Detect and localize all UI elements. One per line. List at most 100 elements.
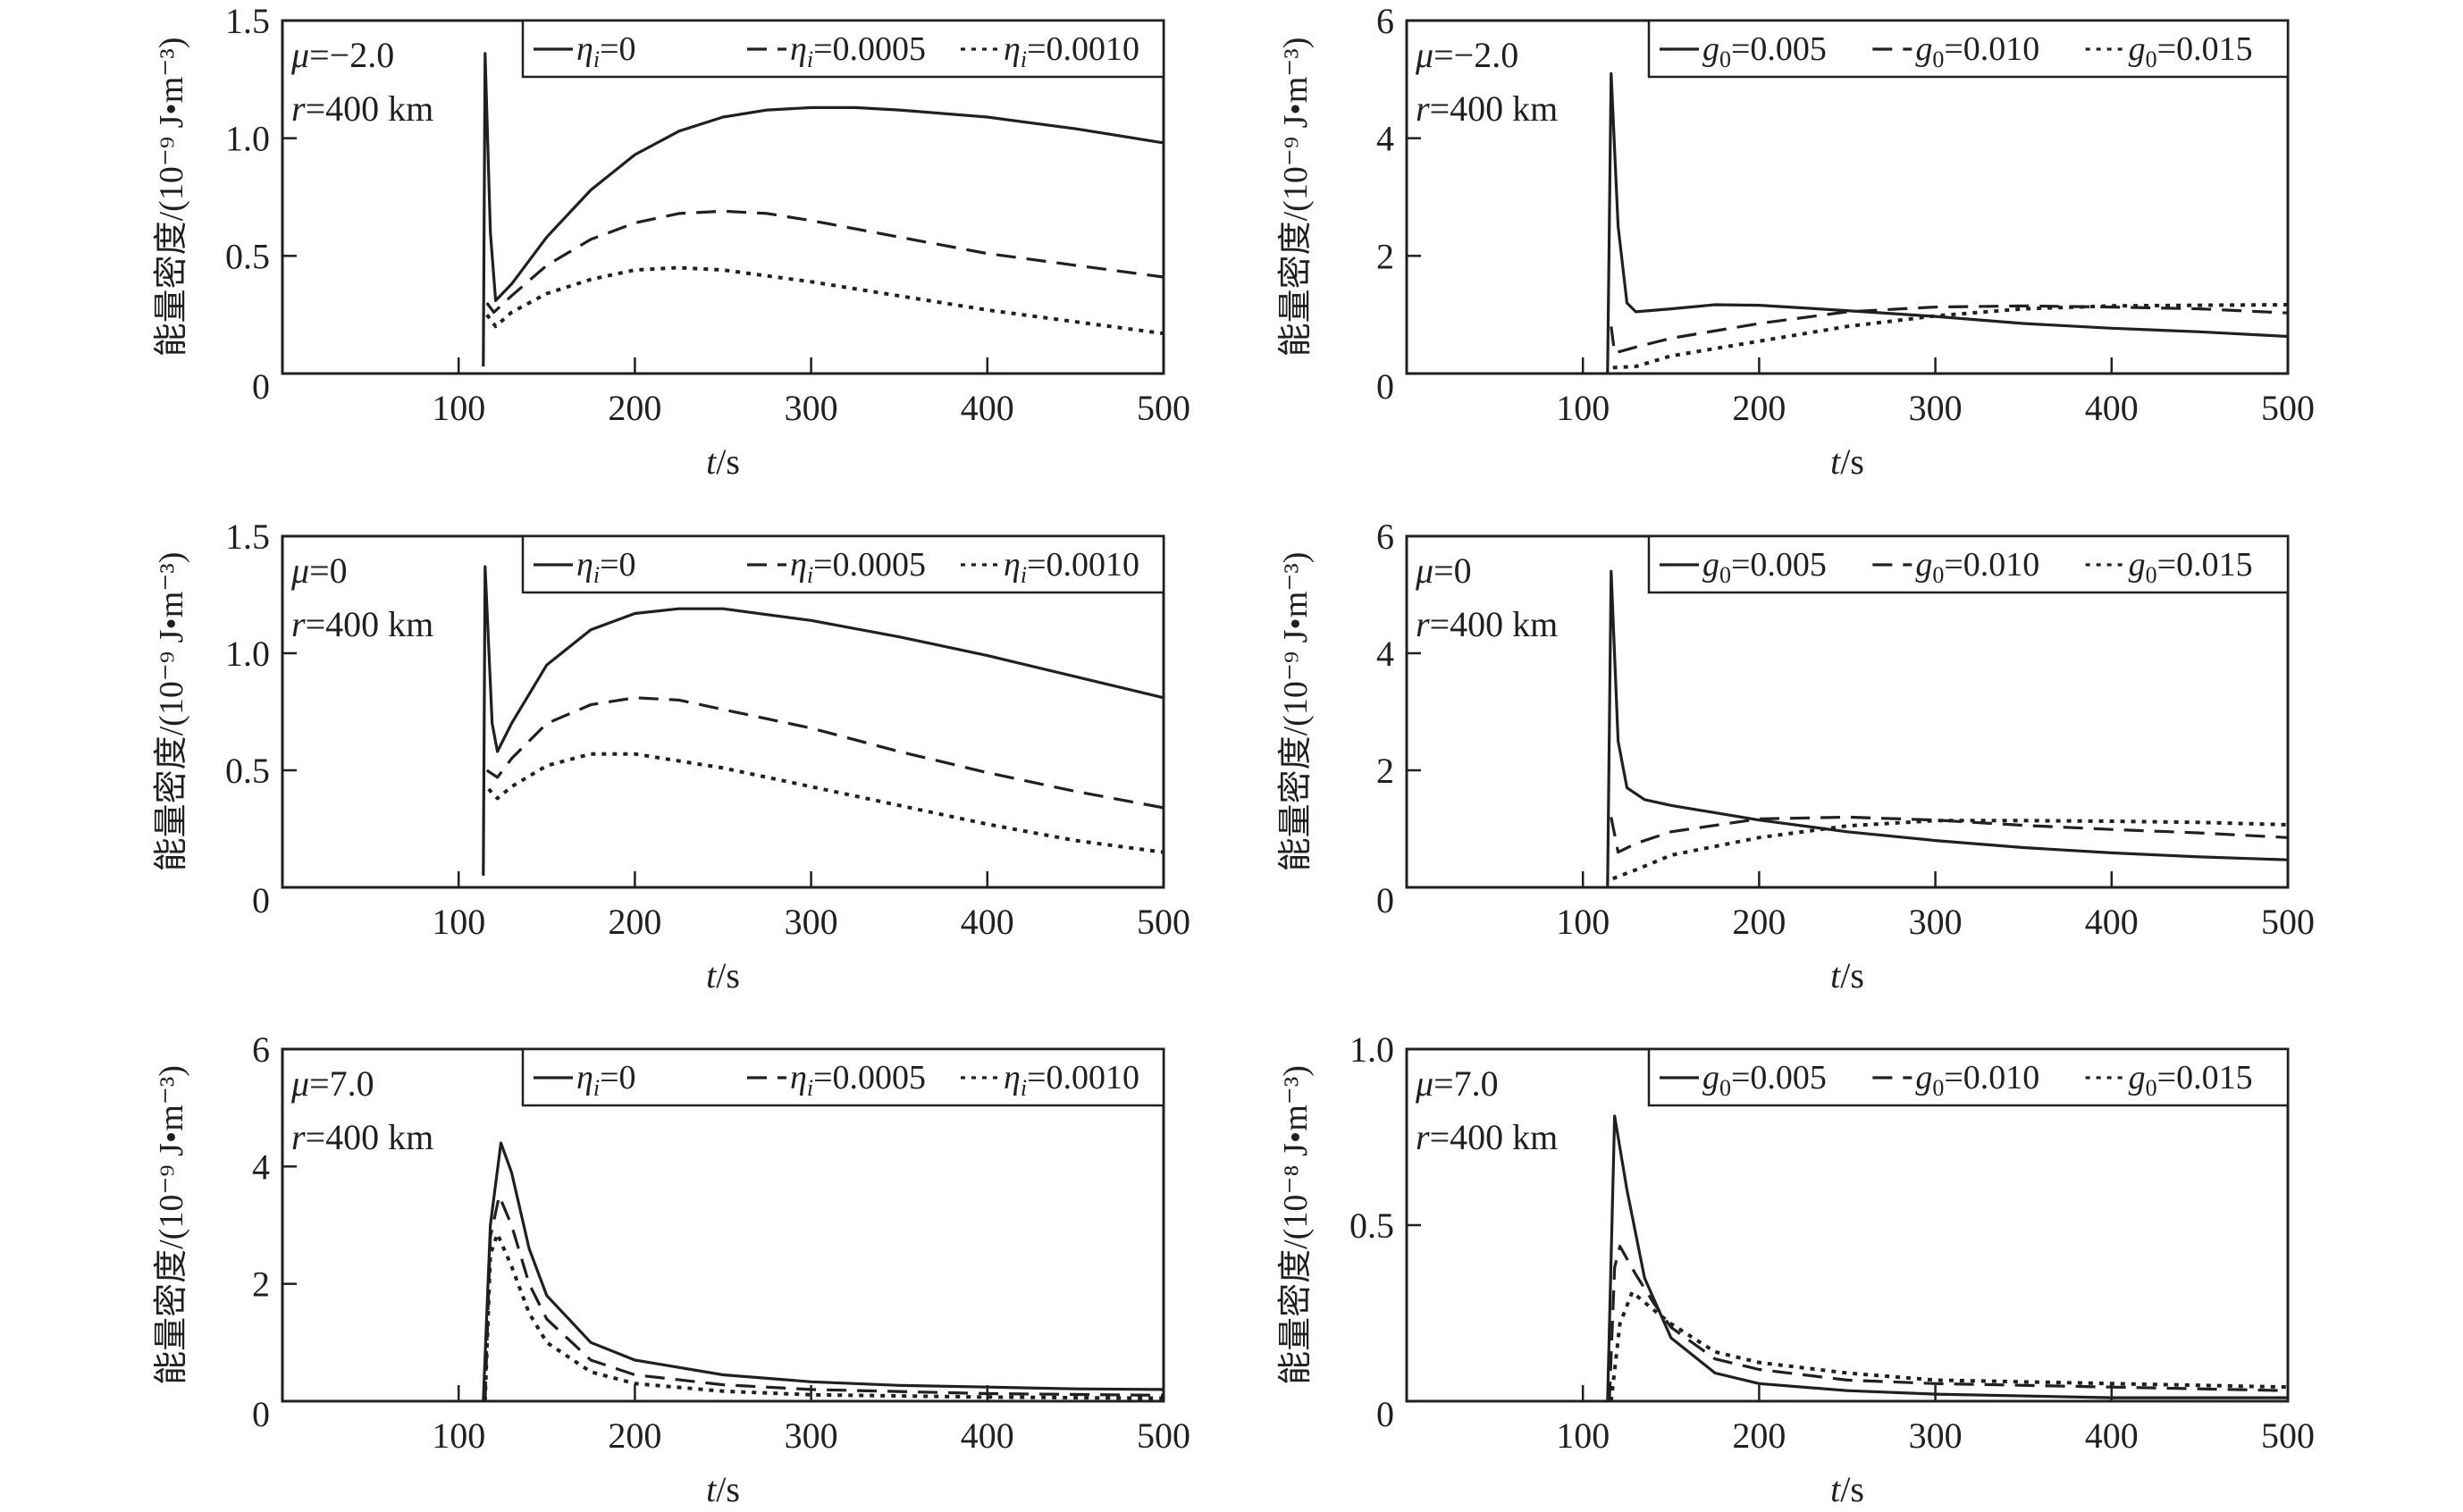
chart-panel-5: 100 200 300 400 500 0 2 4 6 t/s 能量密度/(10⁻⁹ J•m⁻³) μ… [153,1029,1190,1509]
panel-annotation: r=400 km [291,604,433,644]
legend-label: g0=0.005 [1702,546,1827,588]
x-tick-label: 400 [961,388,1014,428]
chart-panel-2: 100 200 300 400 500 0 2 4 6 t/s 能量密度/(10⁻⁹ J•m⁻³) μ… [1277,1,2315,482]
series-line-dashed [1610,304,2289,355]
x-tick-label: 400 [2085,388,2139,428]
y-tick-label: 0.5 [225,751,270,791]
x-tick-label: 200 [608,902,661,942]
y-tick-label: 1.5 [225,1,270,41]
x-tick-label: 500 [1137,902,1190,942]
x-tick-label: 400 [961,902,1014,942]
y-tick-label: 0 [252,366,270,407]
y-tick-label: 0 [1376,366,1394,407]
x-tick-label: 200 [608,388,661,428]
legend-label: g0=0.010 [1915,1059,2039,1101]
series-line-solid [482,1141,1164,1402]
y-tick-label: 6 [252,1029,270,1070]
x-axis-title: t/s [706,1469,740,1509]
legend-label: g0=0.005 [1702,30,1827,72]
panel-annotation: r=400 km [291,1117,433,1157]
series-line-solid [482,565,1164,876]
x-tick-label: 300 [785,1415,838,1456]
legend-box [1647,534,2290,594]
x-tick-label: 100 [432,1415,485,1456]
series-line-solid [482,52,1164,367]
y-tick-label: 0 [252,1394,270,1434]
x-axis-title: t/s [1830,441,1864,482]
x-tick-label: 100 [1556,1415,1610,1456]
x-tick-label: 400 [961,1415,1014,1456]
y-tick-label: 6 [1376,1,1394,41]
series-line-dotted [485,265,1164,336]
y-axis-title: 能量密度/(10⁻⁹ J•m⁻³) [1277,38,1315,357]
x-tick-label: 200 [1732,902,1786,942]
x-tick-label: 200 [1732,388,1786,428]
legend-label: ηi=0.0010 [1004,30,1139,72]
y-axis-title: 能量密度/(10⁻⁹ J•m⁻³) [153,552,190,872]
panel-annotation: r=400 km [1416,1117,1558,1157]
panel-annotation: μ=7.0 [1415,1063,1499,1104]
y-tick-label: 1.0 [225,119,270,159]
panel-annotation: μ=−2.0 [290,35,394,75]
x-tick-label: 500 [1137,388,1190,428]
legend-box [521,19,1165,79]
legend-label: ηi=0 [576,1059,636,1101]
panel-annotation: μ=0 [290,550,348,591]
panel-annotation: μ=0 [1415,550,1472,591]
y-tick-label: 2 [252,1264,270,1305]
x-tick-label: 500 [2261,902,2315,942]
y-tick-label: 1.5 [225,517,270,557]
legend-box [1647,1047,2290,1107]
legend-label: g0=0.015 [2129,546,2253,588]
y-tick-label: 6 [1376,517,1394,557]
y-tick-label: 2 [1376,751,1394,791]
legend-label: ηi=0.0005 [790,1059,926,1101]
x-axis-title: t/s [1830,955,1864,995]
x-axis-title: t/s [706,441,740,482]
y-tick-label: 4 [1376,634,1394,674]
panel-annotation: μ=−2.0 [1415,35,1518,75]
panel-annotation: μ=7.0 [290,1063,374,1104]
series-line-solid [1606,1114,2288,1402]
series-line-dashed [483,1194,1164,1402]
legend-label: ηi=0.0010 [1004,546,1139,588]
chart-panel-4: 100 200 300 400 500 0 2 4 6 t/s 能量密度/(10⁻⁹ J•m⁻³) μ… [1277,517,2315,995]
x-tick-label: 100 [432,388,485,428]
x-tick-label: 500 [2261,388,2315,428]
series-line-dotted [483,1231,1164,1402]
legend-label: g0=0.010 [1915,30,2039,72]
legend-label: g0=0.005 [1702,1059,1827,1101]
panel-annotation: r=400 km [1416,604,1558,644]
x-tick-label: 300 [785,388,838,428]
panel-annotation: r=400 km [291,88,433,129]
y-axis-title: 能量密度/(10⁻⁹ J•m⁻³) [1277,552,1315,872]
series-line-solid [1606,569,2289,888]
y-tick-label: 1.0 [225,634,270,674]
legend-box [521,1047,1165,1107]
series-line-dotted [1611,819,2289,881]
legend-box [1647,19,2290,79]
y-tick-label: 0.5 [1349,1205,1394,1246]
chart-panel-6: 100 200 300 400 500 0 0.5 1.0 t/s 能量密度/(10⁻⁸ J•m⁻… [1277,1029,2315,1509]
series-line-dashed [485,209,1164,315]
y-axis-title: 能量密度/(10⁻⁸ J•m⁻³) [1277,1065,1315,1385]
x-tick-label: 400 [2085,902,2139,942]
x-tick-label: 100 [1556,388,1610,428]
chart-panel-1: 100 200 300 400 500 0 0.5 1.0 1.5 t/s 能量密度/(10⁻⁹ J… [153,1,1190,482]
x-tick-label: 300 [785,902,838,942]
series-line-dotted [1609,1289,2289,1402]
legend-label: ηi=0 [576,546,636,588]
legend-label: g0=0.015 [2129,30,2253,72]
y-tick-label: 0 [1376,1394,1394,1434]
panel-annotation: r=400 km [1416,88,1558,129]
y-tick-label: 0 [252,880,270,920]
y-tick-label: 1.0 [1349,1029,1394,1070]
y-axis-title: 能量密度/(10⁻⁹ J•m⁻³) [153,1065,190,1385]
y-tick-label: 4 [252,1147,270,1187]
x-tick-label: 500 [2261,1415,2315,1456]
legend-label: g0=0.015 [2129,1059,2253,1101]
series-line-dotted [487,752,1164,854]
x-axis-title: t/s [1830,1469,1864,1509]
series-line-dotted [1612,303,2289,370]
